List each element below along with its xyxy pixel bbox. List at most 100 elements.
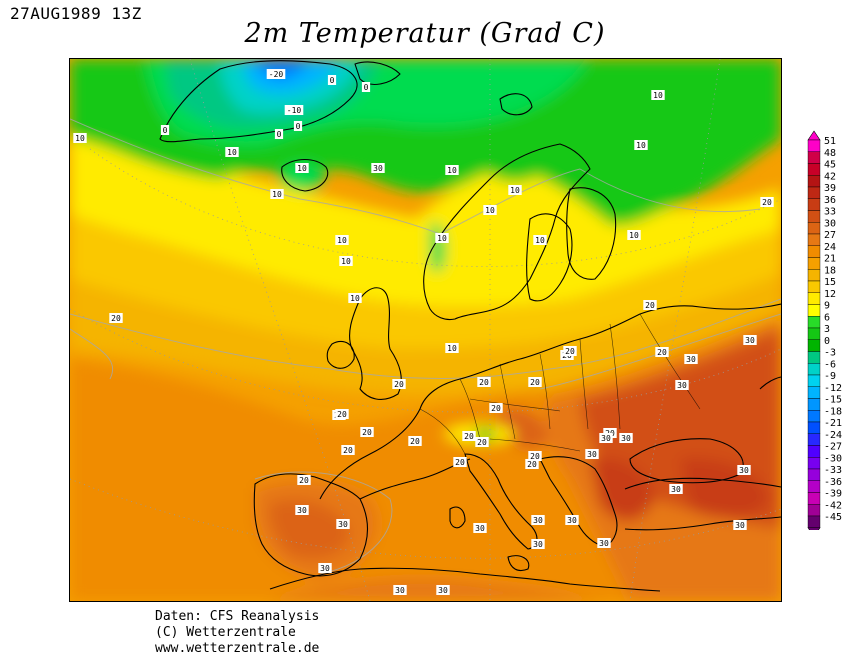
svg-text:-10: -10 xyxy=(287,106,302,115)
svg-text:20: 20 xyxy=(337,410,347,419)
svg-text:20: 20 xyxy=(362,428,372,437)
svg-text:30: 30 xyxy=(338,520,348,529)
svg-text:30: 30 xyxy=(567,516,577,525)
legend-swatch xyxy=(807,175,821,188)
contour-label: 30 xyxy=(436,585,450,595)
legend-swatch xyxy=(807,339,821,352)
contour-label: 20 xyxy=(528,451,542,461)
contour-label: 10 xyxy=(445,165,459,175)
svg-text:20: 20 xyxy=(530,378,540,387)
legend-swatch xyxy=(807,316,821,329)
contour-label: 10 xyxy=(270,189,284,199)
legend-swatch xyxy=(807,421,821,434)
legend-tick-label: 36 xyxy=(824,195,836,206)
contour-label: 30 xyxy=(743,335,757,345)
svg-text:20: 20 xyxy=(565,347,575,356)
map-title: 2m Temperatur (Grad C) xyxy=(244,18,606,49)
legend-tick-label: 0 xyxy=(824,336,830,347)
contour-label: 30 xyxy=(336,519,350,529)
contour-label: 30 xyxy=(371,163,385,173)
legend-tick-label: -9 xyxy=(824,371,836,382)
contour-label: 20 xyxy=(477,377,491,387)
legend-swatch xyxy=(807,245,821,258)
svg-text:30: 30 xyxy=(601,434,611,443)
svg-text:30: 30 xyxy=(671,485,681,494)
contour-label: 20 xyxy=(563,346,577,356)
legend-tick-label: -6 xyxy=(824,359,836,370)
svg-text:20: 20 xyxy=(645,301,655,310)
contour-label: 0 xyxy=(160,125,170,135)
legend-swatch xyxy=(807,280,821,293)
legend-swatch xyxy=(807,410,821,423)
svg-text:20: 20 xyxy=(477,438,487,447)
svg-text:10: 10 xyxy=(447,344,457,353)
contour-label: 10 xyxy=(435,233,449,243)
svg-text:30: 30 xyxy=(475,524,485,533)
contour-label: 20 xyxy=(643,300,657,310)
legend-tick-label: 9 xyxy=(824,301,830,312)
svg-text:10: 10 xyxy=(75,134,85,143)
svg-text:30: 30 xyxy=(320,564,330,573)
contour-label: 20 xyxy=(525,459,539,469)
svg-text:10: 10 xyxy=(485,206,495,215)
contour-label: -20 xyxy=(266,69,286,79)
contour-label: 30 xyxy=(597,538,611,548)
svg-text:10: 10 xyxy=(447,166,457,175)
svg-text:20: 20 xyxy=(410,437,420,446)
legend-tick-label: -18 xyxy=(824,406,842,417)
contour-label: 10 xyxy=(483,205,497,215)
contour-label: 10 xyxy=(634,140,648,150)
svg-text:20: 20 xyxy=(111,314,121,323)
svg-text:10: 10 xyxy=(337,236,347,245)
contour-label: 10 xyxy=(533,235,547,245)
legend-tick-label: 45 xyxy=(824,160,836,171)
legend-swatch xyxy=(807,198,821,211)
legend-tick-label: 18 xyxy=(824,265,836,276)
svg-text:20: 20 xyxy=(762,198,772,207)
contour-label: 10 xyxy=(627,230,641,240)
legend-tick-label: 24 xyxy=(824,242,836,253)
contour-label: 30 xyxy=(295,505,309,515)
website-line: www.wetterzentrale.de xyxy=(155,641,320,656)
legend-swatch xyxy=(807,468,821,481)
copyright-line: (C) Wetterzentrale xyxy=(155,625,296,640)
svg-text:30: 30 xyxy=(677,381,687,390)
svg-text:30: 30 xyxy=(395,586,405,595)
legend-tick-label: 12 xyxy=(824,289,836,300)
svg-text:30: 30 xyxy=(739,466,749,475)
svg-text:20: 20 xyxy=(530,452,540,461)
contour-label: 30 xyxy=(599,433,613,443)
contour-label: 30 xyxy=(669,484,683,494)
legend-swatch xyxy=(807,257,821,270)
legend-tick-label: 42 xyxy=(824,171,836,182)
map-timestamp: 27AUG1989 13Z xyxy=(10,4,142,23)
legend-tick-label: -27 xyxy=(824,442,842,453)
svg-text:10: 10 xyxy=(272,190,282,199)
contour-label: 0 xyxy=(361,82,371,92)
legend-tick-label: -33 xyxy=(824,465,842,476)
svg-text:20: 20 xyxy=(299,476,309,485)
svg-text:0: 0 xyxy=(296,122,301,131)
svg-text:30: 30 xyxy=(599,539,609,548)
contour-label: 10 xyxy=(225,147,239,157)
legend-tick-label: -36 xyxy=(824,477,842,488)
svg-text:20: 20 xyxy=(455,458,465,467)
svg-text:20: 20 xyxy=(394,380,404,389)
svg-text:10: 10 xyxy=(629,231,639,240)
svg-text:10: 10 xyxy=(297,164,307,173)
legend-tick-label: -21 xyxy=(824,418,842,429)
contour-label: 10 xyxy=(445,343,459,353)
legend-swatch xyxy=(807,363,821,376)
contour-label: 0 xyxy=(274,129,284,139)
svg-text:10: 10 xyxy=(350,294,360,303)
svg-text:30: 30 xyxy=(686,355,696,364)
svg-text:30: 30 xyxy=(533,516,543,525)
legend-swatch xyxy=(807,351,821,364)
color-legend: 51 48 45 42 39 36 33 30 27 24 21 18 15 12 9 6 3 0 -3 -6 -9 -1… xyxy=(806,130,850,538)
legend-swatch xyxy=(807,269,821,282)
contour-label: 30 xyxy=(318,563,332,573)
svg-text:20: 20 xyxy=(491,404,501,413)
legend-tick-label: 21 xyxy=(824,254,836,265)
legend-tick-label: 51 xyxy=(824,136,836,147)
svg-text:10: 10 xyxy=(653,91,663,100)
